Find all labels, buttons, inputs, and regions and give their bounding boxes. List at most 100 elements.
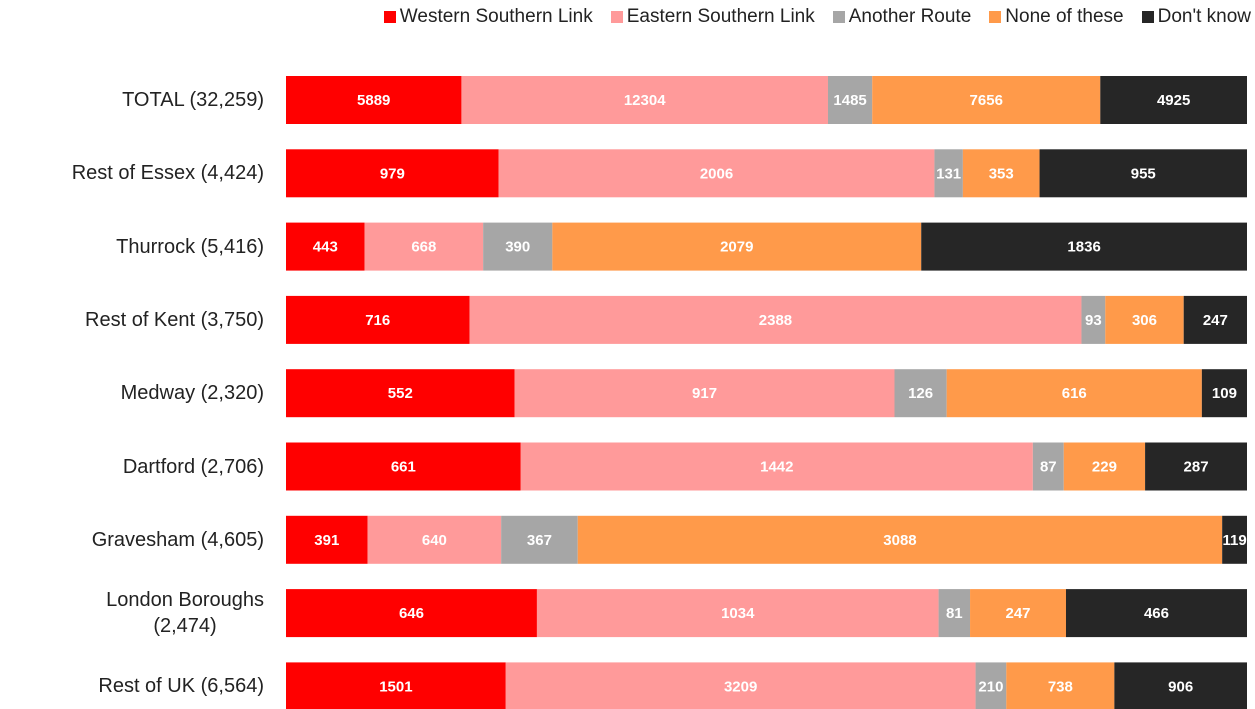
bar-segment xyxy=(367,515,502,564)
data-label: 1034 xyxy=(721,605,755,622)
data-label: 131 xyxy=(936,165,961,182)
bar-segment xyxy=(286,222,365,271)
data-label: 955 xyxy=(1131,165,1156,182)
bar-segment xyxy=(1063,442,1146,491)
legend-label: Eastern Southern Link xyxy=(626,6,815,27)
data-label: 616 xyxy=(1062,385,1087,402)
data-label: 287 xyxy=(1184,458,1209,475)
bar-segment xyxy=(946,369,1202,418)
category-text: Medway (2,320) xyxy=(120,382,264,405)
data-label: 3209 xyxy=(724,678,757,695)
data-label: 306 xyxy=(1132,312,1157,329)
bar-segment xyxy=(286,369,515,418)
data-label: 353 xyxy=(989,165,1014,182)
legend-item: None of these xyxy=(989,6,1124,28)
category-text: TOTAL (32,259) xyxy=(122,89,264,111)
data-label: 716 xyxy=(365,312,390,329)
bar-segment xyxy=(1065,589,1247,638)
data-label: 443 xyxy=(313,239,338,256)
data-label: 1442 xyxy=(760,458,793,475)
bar-segment xyxy=(1183,295,1247,344)
data-label: 87 xyxy=(1040,458,1057,475)
bar-segment xyxy=(286,149,499,198)
category-label: Thurrock (5,416) xyxy=(0,217,264,277)
data-label: 247 xyxy=(1005,605,1030,622)
bar-segment xyxy=(1145,442,1247,491)
bar-segment xyxy=(364,222,484,271)
category-label: Rest of UK (6,564) xyxy=(0,656,264,709)
bar-segment xyxy=(934,149,963,198)
bar-segment xyxy=(1201,369,1247,418)
bar-segment xyxy=(501,515,578,564)
legend-swatch xyxy=(832,11,845,23)
data-label: 229 xyxy=(1092,458,1117,475)
bar-segment xyxy=(520,442,1033,491)
data-label: 640 xyxy=(422,532,447,549)
data-label: 5889 xyxy=(357,92,390,109)
data-label: 126 xyxy=(908,385,933,402)
bar-segment xyxy=(552,222,922,271)
legend-label: Western Southern Link xyxy=(399,6,593,27)
bar-segment xyxy=(872,76,1101,124)
bar-segment xyxy=(970,589,1066,638)
data-label: 367 xyxy=(527,532,552,549)
category-text: Rest of UK (6,564) xyxy=(98,675,264,698)
bar-segment xyxy=(1081,295,1106,344)
data-label: 1836 xyxy=(1067,239,1100,256)
data-label: 3088 xyxy=(883,532,916,549)
bar-segment xyxy=(514,369,895,418)
data-label: 552 xyxy=(388,385,413,402)
legend-label: Don't know xyxy=(1157,6,1251,27)
bar-segment xyxy=(827,76,873,124)
category-label: London Boroughs (2,474) xyxy=(0,583,264,643)
bar-segment xyxy=(1039,149,1247,198)
data-label: 2388 xyxy=(759,312,792,329)
category-text: Thurrock (5,416) xyxy=(116,235,264,258)
category-text: Gravesham (4,605) xyxy=(91,528,264,551)
data-label: 979 xyxy=(380,165,405,182)
data-label: 738 xyxy=(1048,678,1073,695)
data-label: 906 xyxy=(1168,678,1193,695)
bar-segment xyxy=(286,295,470,344)
bar-segment xyxy=(536,589,939,638)
bar-segment xyxy=(1222,515,1247,564)
legend-label: None of these xyxy=(1005,6,1124,27)
legend-swatch xyxy=(610,11,623,23)
bar-segment xyxy=(1114,662,1247,709)
data-label: 661 xyxy=(391,458,416,475)
data-label: 210 xyxy=(978,678,1003,695)
bar-segment xyxy=(1006,662,1115,709)
legend-swatch xyxy=(1141,11,1154,23)
legend-label: Another Route xyxy=(848,6,972,27)
data-label: 109 xyxy=(1212,385,1237,402)
legend-item: Another Route xyxy=(832,6,972,28)
data-label: 2079 xyxy=(720,239,753,256)
legend-item: Don't know xyxy=(1141,6,1251,28)
bar-segment xyxy=(1032,442,1064,491)
bar-segment xyxy=(286,589,537,638)
legend-item: Western Southern Link xyxy=(383,6,593,28)
category-label: Dartford (2,706) xyxy=(0,437,264,497)
data-label: 466 xyxy=(1144,605,1169,622)
data-label: 1485 xyxy=(833,92,866,109)
bar-segment xyxy=(921,222,1247,271)
bar-segment xyxy=(1105,295,1184,344)
data-label: 119 xyxy=(1222,532,1246,549)
bar-segment xyxy=(286,442,521,491)
data-label: 1501 xyxy=(379,678,412,695)
category-text: Dartford (2,706) xyxy=(122,455,264,478)
category-label: Rest of Essex (4,424) xyxy=(0,143,264,203)
data-label: 4925 xyxy=(1157,92,1190,109)
bar-segment xyxy=(461,76,828,124)
data-label: 917 xyxy=(692,385,717,402)
bar-segment xyxy=(1100,76,1247,124)
bar-segment xyxy=(938,589,971,638)
category-text: Rest of Kent (3,750) xyxy=(85,308,264,331)
data-label: 2006 xyxy=(700,165,733,182)
bar-segment xyxy=(286,662,506,709)
category-label: Gravesham (4,605) xyxy=(0,510,264,570)
data-label: 81 xyxy=(946,605,963,622)
bar-segment xyxy=(577,515,1223,564)
